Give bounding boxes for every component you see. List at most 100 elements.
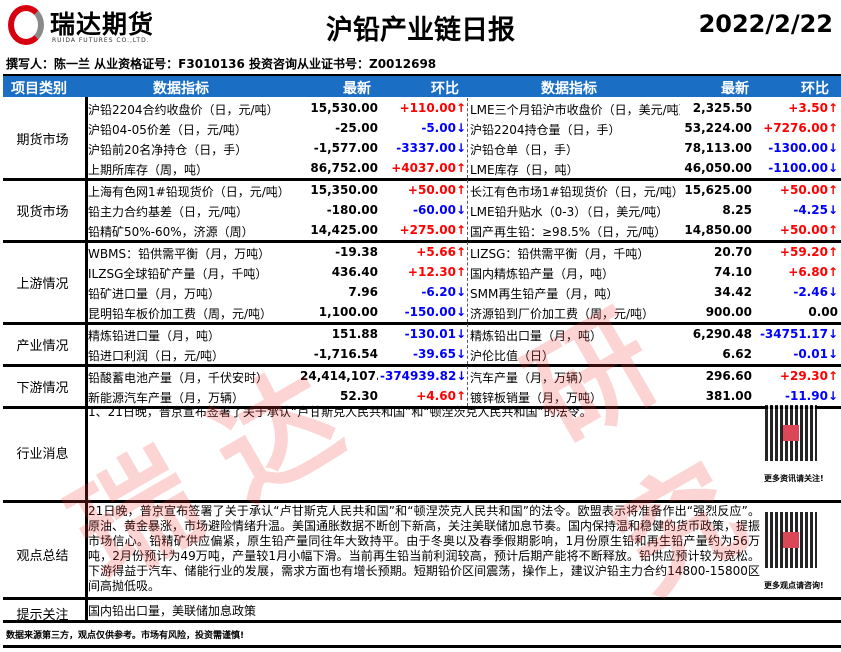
table-row: 沪铅2204合约收盘价（日，元/吨） 15,530.00 +110.00↑ LM… <box>0 98 841 118</box>
indicator-name: 沪铅前20名净持仓（日，手） <box>88 143 248 157</box>
latest-value: 296.60 <box>705 369 752 383</box>
latest-value: 15,350.00 <box>310 183 378 197</box>
page-title: 沪铅产业链日报 <box>326 15 515 46</box>
indicator-name: 铅矿进口量（月，万吨） <box>88 287 221 301</box>
change-value: +3.50↑ <box>788 101 838 115</box>
change-value: +7276.00↑ <box>763 121 838 135</box>
arrow-down-icon: ↓ <box>456 369 466 383</box>
arrow-down-icon: ↓ <box>455 121 466 135</box>
latest-value: 53,224.00 <box>684 121 752 135</box>
latest-value: 86,752.00 <box>310 161 378 175</box>
column-divider <box>467 98 468 178</box>
section-divider <box>3 178 841 181</box>
table-row: 新能源汽车产量（月，万辆） 52.30 +4.60↑ 镀锌板销量（月，万吨） 3… <box>0 386 841 406</box>
logo-mark-icon <box>8 5 44 45</box>
change-value: -130.01↓ <box>404 327 466 341</box>
col-indicator: 数据指标 <box>153 81 209 97</box>
change-value: +50.00↑ <box>779 183 838 197</box>
change-value: +50.00↑ <box>779 223 838 237</box>
arrow-up-icon: ↑ <box>827 369 838 383</box>
change-value: +50.00↑ <box>407 183 466 197</box>
logo-name: 瑞达期货 <box>50 10 155 39</box>
latest-value: 24,414,107.18 <box>300 369 378 383</box>
change-value: -34751.17↓ <box>759 327 838 341</box>
indicator-name: LME库存（日，吨） <box>470 163 579 177</box>
logo-subtitle: RUIDA FUTURES CO.,LTD. <box>52 37 150 44</box>
table-row: 沪铅前20名净持仓（日，手） -1,577.00 -3337.00↓ 沪铅仓单（… <box>0 138 841 158</box>
table-row: 铅精矿50%-60%，济源（周） 14,425.00 +275.00↑ 国产再生… <box>0 220 841 240</box>
arrow-up-icon: ↑ <box>455 389 466 403</box>
table-row: 昆明铅车板价加工费（周，元/吨） 1,100.00 -150.00↓ 济源铅到厂… <box>0 302 841 322</box>
indicator-name: 沪铅2204持仓量（日，手） <box>470 123 621 137</box>
change-value: +4037.00↑ <box>391 161 466 175</box>
column-divider <box>467 180 468 240</box>
change-value: +59.20↑ <box>779 245 838 259</box>
indicator-name: 沪铅仓单（日，手） <box>470 143 579 157</box>
indicator-name: SMM再生铅产量（月，吨） <box>470 287 619 301</box>
arrow-down-icon: ↓ <box>455 347 466 361</box>
table-row: 上期所库存（周，吨） 86,752.00 +4037.00↑ LME库存（日，吨… <box>0 158 841 178</box>
change-value: -11.90↓ <box>785 389 838 403</box>
category-label: 下游情况 <box>16 381 69 396</box>
arrow-down-icon: ↓ <box>455 203 466 217</box>
latest-value: 52.30 <box>340 389 378 403</box>
latest-value: 8.25 <box>722 203 752 217</box>
indicator-name: LIZSG：铅供需平衡（月，千吨） <box>470 247 650 261</box>
latest-value: 14,850.00 <box>684 223 752 237</box>
indicator-name: 昆明铅车板价加工费（周，元/吨） <box>88 307 273 321</box>
column-divider <box>467 242 468 322</box>
section-divider <box>3 620 841 623</box>
arrow-up-icon: ↑ <box>455 223 466 237</box>
indicator-name: LME三个月铅沪市收盘价（日，美元/吨） <box>470 103 680 117</box>
col-latest-2: 最新 <box>721 81 749 97</box>
change-value: -4.25↓ <box>793 203 838 217</box>
arrow-down-icon: ↓ <box>827 141 838 155</box>
latest-value: 6,290.48 <box>692 327 752 341</box>
change-value: +6.80↑ <box>788 265 838 279</box>
change-value: -60.00↓ <box>413 203 466 217</box>
latest-value: -180.00 <box>326 203 378 217</box>
table-row: 精炼铅进口量（月，吨） 151.88 -130.01↓ 精炼铅出口量（月，吨） … <box>0 324 841 344</box>
hint-category: 提示关注 <box>16 608 69 623</box>
arrow-up-icon: ↑ <box>455 161 466 175</box>
change-value: -374939.82↓ <box>380 369 466 383</box>
latest-value: 15,625.00 <box>684 183 752 197</box>
table-row: 沪铅04-05价差（日，元/吨） -25.00 -5.00↓ 沪铅2204持仓量… <box>0 118 841 138</box>
table-row: WBMS：铅供需平衡（月，万吨） -19.38 +5.66↑ LIZSG：铅供需… <box>0 242 841 262</box>
change-value: +110.00↑ <box>399 101 466 115</box>
column-divider <box>467 366 468 406</box>
arrow-up-icon: ↑ <box>827 265 838 279</box>
arrow-up-icon: ↑ <box>455 183 466 197</box>
indicator-name: 国内精炼铅产量（月，吨） <box>470 267 615 281</box>
change-value: +275.00↑ <box>399 223 466 237</box>
section-divider <box>3 406 841 409</box>
change-value: -150.00↓ <box>404 305 466 319</box>
indicator-name: 铅酸蓄电池产量（月，千伏安时） <box>88 371 269 385</box>
latest-value: 15,530.00 <box>310 101 378 115</box>
news-category: 行业消息 <box>16 447 69 462</box>
indicator-name: 铅主力合约基差（日，元/吨） <box>88 205 249 219</box>
arrow-up-icon: ↑ <box>455 245 466 259</box>
arrow-up-icon: ↑ <box>827 223 838 237</box>
report-header: 瑞达期货 RUIDA FUTURES CO.,LTD. 沪铅产业链日报 2022… <box>0 0 841 48</box>
indicator-name: LME铅升贴水（0-3）（日，美元/吨） <box>470 205 669 219</box>
indicator-name: 镀锌板销量（月，万吨） <box>470 391 603 405</box>
latest-value: 7.96 <box>348 285 378 299</box>
latest-value: 1,100.00 <box>318 305 378 319</box>
indicator-name: 上海有色网1#铅现货价（日，元/吨） <box>88 185 290 199</box>
indicator-name: 精炼铅出口量（月，吨） <box>470 329 603 343</box>
indicator-name: WBMS：铅供需平衡（月，万吨） <box>88 247 271 261</box>
arrow-down-icon: ↓ <box>455 327 466 341</box>
latest-value: 2,325.50 <box>692 101 752 115</box>
indicator-name: 国产再生铅：≥98.5%（日，元/吨） <box>470 225 667 239</box>
column-divider <box>467 324 468 364</box>
latest-value: -1,577.00 <box>313 141 378 155</box>
indicator-name: ILZSG全球铅矿产量（月，千吨） <box>88 267 268 281</box>
indicator-name: 汽车产量（月，万辆） <box>470 371 591 385</box>
qr-code-icon <box>765 405 817 461</box>
qr-code-icon <box>765 512 817 568</box>
latest-value: 14,425.00 <box>310 223 378 237</box>
latest-value: 78,113.00 <box>684 141 752 155</box>
change-value: -3337.00↓ <box>396 141 466 155</box>
latest-value: 74.10 <box>714 265 752 279</box>
